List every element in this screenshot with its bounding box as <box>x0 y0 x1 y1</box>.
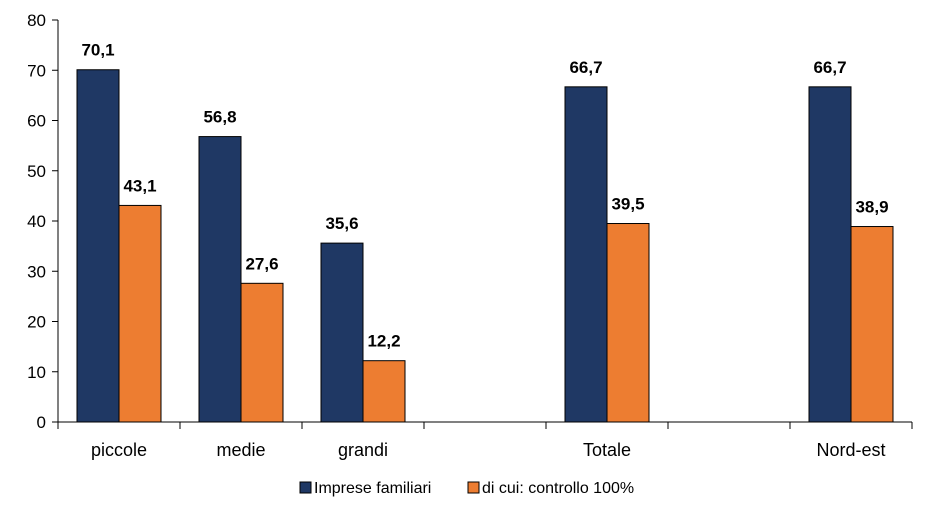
data-labels: 70,1 56,8 35,6 66,7 66,7 43,1 27,6 12,2 39,5 38,9 <box>81 41 888 351</box>
bar-imprese-familiari <box>320 242 364 423</box>
bar-imprese-familiari <box>808 86 852 423</box>
bar-controllo-100 <box>606 223 650 423</box>
category-label: grandi <box>338 440 388 460</box>
y-tick-label: 10 <box>27 363 46 382</box>
data-label: 70,1 <box>81 41 114 60</box>
y-tick-label: 80 <box>27 11 46 30</box>
legend-label: Imprese familiari <box>314 480 431 497</box>
axes: 0 10 20 30 40 50 60 70 80 piccole medie grandi Total… <box>27 11 913 460</box>
legend-swatch <box>299 481 312 494</box>
data-label: 43,1 <box>123 176 156 195</box>
y-tick-label: 70 <box>27 61 46 80</box>
data-label: 35,6 <box>325 214 358 233</box>
y-tick-label: 30 <box>27 262 46 281</box>
bar-controllo-100 <box>362 360 406 423</box>
bar-controllo-100 <box>850 226 894 423</box>
category-label: piccole <box>91 440 147 460</box>
data-label: 38,9 <box>855 198 888 217</box>
bar-imprese-familiari <box>198 136 242 423</box>
category-label: medie <box>216 440 265 460</box>
data-label: 39,5 <box>611 195 644 214</box>
legend: Imprese familiari di cui: controllo 100% <box>299 480 634 497</box>
category-label: Nord-est <box>816 440 885 460</box>
legend-swatch <box>467 481 480 494</box>
y-tick-label: 40 <box>27 212 46 231</box>
y-tick-label: 60 <box>27 112 46 131</box>
category-label: Totale <box>583 440 631 460</box>
bar-imprese-familiari <box>564 86 608 423</box>
data-label: 27,6 <box>245 254 278 273</box>
legend-label: di cui: controllo 100% <box>482 480 634 497</box>
data-label: 66,7 <box>813 58 846 77</box>
y-tick-label: 0 <box>37 413 46 432</box>
data-label: 56,8 <box>203 108 236 127</box>
bar-controllo-100 <box>240 282 284 423</box>
bars <box>76 69 894 423</box>
data-label: 12,2 <box>367 332 400 351</box>
bar-imprese-familiari <box>76 69 120 423</box>
data-label: 66,7 <box>569 58 602 77</box>
bar-controllo-100 <box>118 204 162 423</box>
y-tick-label: 50 <box>27 162 46 181</box>
y-tick-label: 20 <box>27 313 46 332</box>
